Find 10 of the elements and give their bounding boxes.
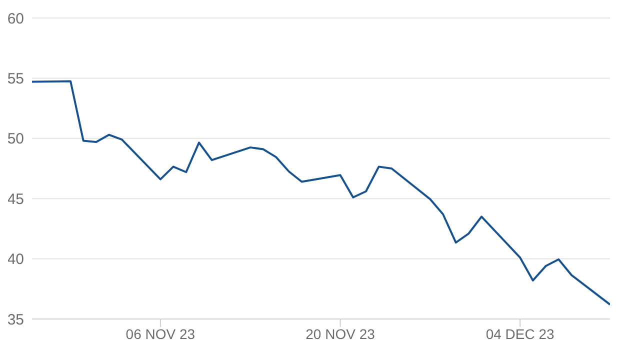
- y-tick-label: 40: [7, 251, 24, 268]
- y-tick-label: 55: [7, 70, 24, 88]
- x-tick-label: 04 DEC 23: [486, 326, 555, 342]
- y-tick-label: 45: [7, 190, 24, 208]
- line-series: [32, 80, 610, 306]
- x-tick-label: 06 NOV 23: [126, 326, 196, 342]
- y-tick-label: 50: [7, 130, 24, 148]
- y-tick-label: 35: [7, 311, 24, 328]
- y-tick-label: 60: [7, 10, 24, 28]
- x-tick-label: 20 NOV 23: [306, 326, 376, 342]
